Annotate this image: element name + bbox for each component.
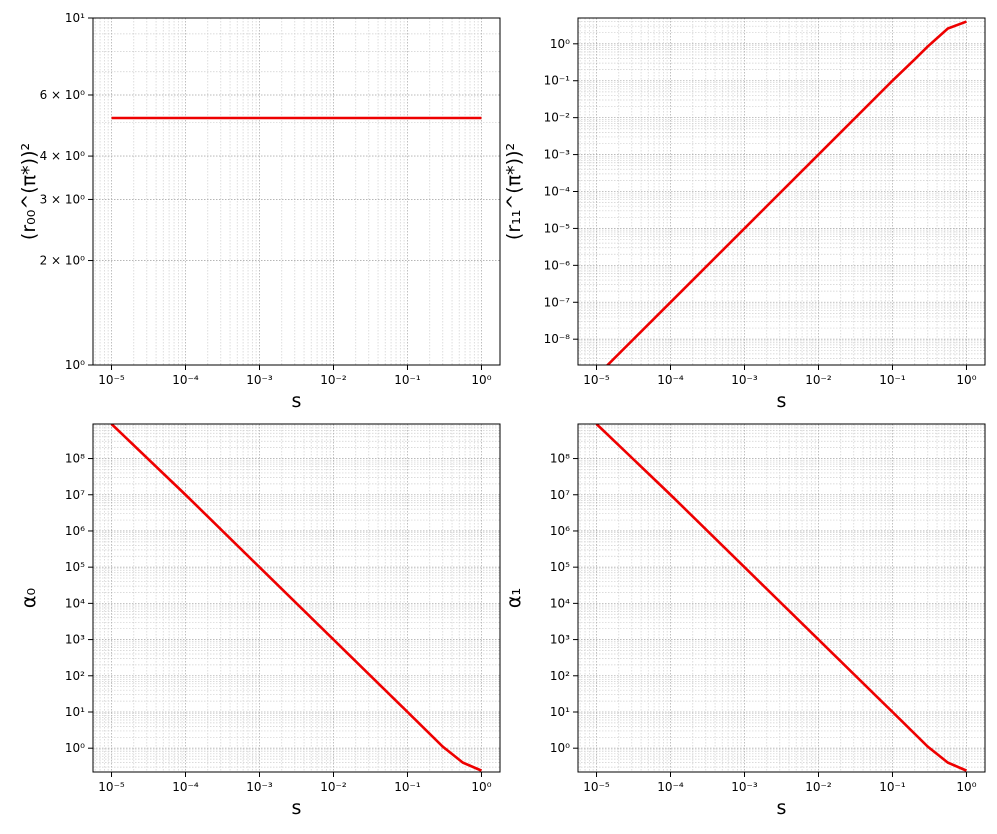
axes-frame [577,423,986,773]
data-line [595,424,967,772]
y-axis-label: (r₀₀^(π*))² [18,143,40,240]
y-tick-label: 10¹ [65,11,85,25]
x-tick-label: 10⁻¹ [394,373,421,387]
x-tick-label: 10⁻² [805,373,832,387]
y-tick-label: 10⁻³ [544,148,571,162]
data-line [605,20,967,365]
subplot: 10⁻⁵ 10⁻⁴ 10⁻³ 10⁻² 10⁻¹ 10⁰ 10⁰ 10¹ 10² 10³ 10⁴ 10… [18,423,501,819]
y-tick-label: 10⁷ [65,488,85,502]
y-tick-label: 10⁷ [550,488,570,502]
y-tick-label: 10⁴ [65,596,85,610]
y-tick-label: 6 × 10⁰ [40,88,86,102]
x-tick-label: 10⁻² [805,780,832,794]
y-tick-label: 10¹ [550,705,570,719]
y-tick-label: 10⁰ [65,358,85,372]
subplot: 10⁻⁵ 10⁻⁴ 10⁻³ 10⁻² 10⁻¹ 10⁰ 10⁰ 10¹ 10² 10³ 10⁴ 10… [503,423,986,819]
y-tick-label: 10² [550,669,570,683]
x-tick-label: 10⁻⁴ [172,373,199,387]
y-tick-label: 10⁻⁵ [544,221,571,235]
x-tick-label: 10⁻¹ [879,780,906,794]
y-tick-label: 10⁶ [550,524,570,538]
x-tick-label: 10⁰ [956,373,976,387]
y-tick-label: 10⁵ [65,560,85,574]
axes-frame [92,17,501,366]
y-tick-label: 10⁻⁷ [544,295,571,309]
axes-frame [92,423,501,773]
x-tick-label: 10⁻³ [731,373,758,387]
y-tick-label: 2 × 10⁰ [40,254,86,268]
y-tick-label: 10³ [65,633,85,647]
x-tick-label: 10⁻² [320,373,347,387]
y-tick-label: 10⁸ [550,452,570,466]
x-tick-label: 10⁻² [320,780,347,794]
x-tick-label: 10⁻⁵ [98,373,125,387]
y-tick-label: 10⁰ [65,741,85,755]
x-axis-label: s [292,797,302,819]
y-tick-label: 10⁰ [550,741,570,755]
x-tick-label: 10⁻¹ [394,780,421,794]
y-tick-label: 4 × 10⁰ [40,149,86,163]
x-tick-label: 10⁻⁴ [657,780,684,794]
x-axis-label: s [292,390,302,412]
y-tick-label: 10⁴ [550,596,570,610]
y-tick-label: 10¹ [65,705,85,719]
y-tick-label: 10⁰ [550,37,570,51]
x-tick-label: 10⁻¹ [879,373,906,387]
y-axis-label: α₀ [18,588,40,608]
axes-frame [577,17,986,366]
x-tick-label: 10⁰ [471,780,491,794]
y-tick-label: 10⁻¹ [544,74,571,88]
data-line [110,424,482,772]
y-tick-label: 10⁵ [550,560,570,574]
x-tick-label: 10⁻⁵ [583,373,610,387]
x-tick-label: 10⁻⁵ [583,780,610,794]
y-tick-label: 3 × 10⁰ [40,192,86,206]
subplot: 10⁻⁵ 10⁻⁴ 10⁻³ 10⁻² 10⁻¹ 10⁰ 10⁰ 2 × 10⁰ 3 × 10⁰… [18,11,501,412]
y-axis-label: α₁ [503,588,525,608]
y-tick-label: 10⁸ [65,452,85,466]
x-tick-label: 10⁻³ [246,780,273,794]
x-tick-label: 10⁰ [471,373,491,387]
x-tick-label: 10⁰ [956,780,976,794]
x-axis-label: s [777,390,787,412]
y-tick-label: 10² [65,669,85,683]
y-axis-label: (r₁₁^(π*))² [503,143,525,240]
x-axis-label: s [777,797,787,819]
x-tick-label: 10⁻⁵ [98,780,125,794]
x-tick-label: 10⁻³ [731,780,758,794]
x-tick-label: 10⁻³ [246,373,273,387]
x-tick-label: 10⁻⁴ [172,780,199,794]
y-tick-label: 10⁶ [65,524,85,538]
y-tick-label: 10⁻⁴ [544,185,571,199]
x-tick-label: 10⁻⁴ [657,373,684,387]
y-tick-label: 10⁻² [544,111,571,125]
y-tick-label: 10⁻⁸ [544,332,571,346]
y-tick-label: 10⁻⁶ [544,258,571,272]
y-tick-label: 10³ [550,633,570,647]
subplot: 10⁻⁵ 10⁻⁴ 10⁻³ 10⁻² 10⁻¹ 10⁰ 10⁻⁸ 10⁻⁷ 10⁻⁶ 10⁻⁵ 1… [503,17,986,412]
